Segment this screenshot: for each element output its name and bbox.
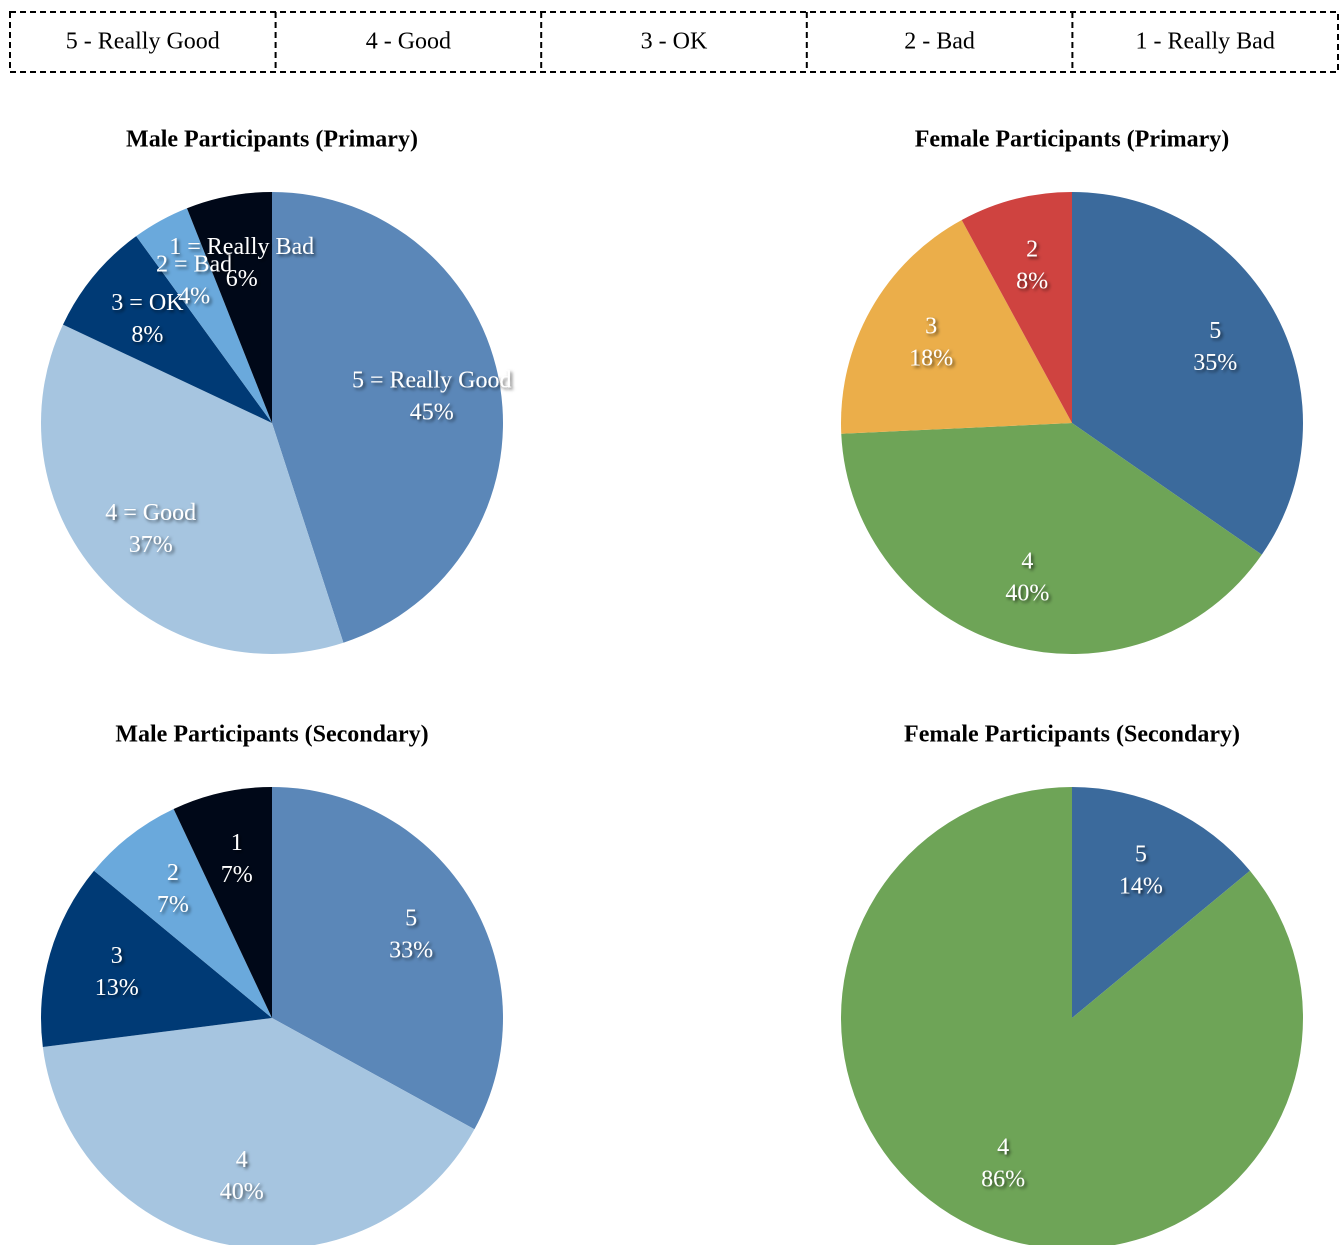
data-label: 5 = Really Good 45% xyxy=(352,367,512,425)
data-label: 1 7% xyxy=(221,830,253,888)
label-value: 33% xyxy=(389,937,433,963)
legend-item: 3 - OK xyxy=(641,29,708,55)
label-value: 40% xyxy=(1005,580,1049,606)
labels: 5 = Really Good 45% 4 = Good 37% 3 = OK 8% 2 =… xyxy=(105,234,511,558)
label-category: 3 xyxy=(111,942,123,968)
labels: 5 14%4 86% xyxy=(981,841,1163,1192)
pie-slice xyxy=(62,236,272,423)
legend-item: 5 - Really Good xyxy=(66,29,220,55)
data-label: 2 = Bad 4% xyxy=(156,251,232,309)
label-value: 7% xyxy=(221,862,253,888)
label-category: 4 = Good xyxy=(105,499,196,525)
slices xyxy=(1072,787,1250,1018)
slices xyxy=(272,192,503,643)
label-value: 35% xyxy=(1193,350,1237,376)
label-category: 1 = Really Bad xyxy=(169,234,314,260)
data-label: 4 40% xyxy=(220,1146,264,1204)
data-label: 4 86% xyxy=(981,1134,1025,1192)
slices xyxy=(272,787,504,1130)
label-value: 18% xyxy=(909,345,953,371)
slices xyxy=(62,236,272,423)
slices xyxy=(841,423,1262,655)
slices xyxy=(94,808,272,1018)
pie-slice xyxy=(1072,192,1303,555)
pie-slice xyxy=(173,787,272,1018)
slices xyxy=(42,1018,475,1245)
label-value: 40% xyxy=(220,1178,264,1204)
label-value: 86% xyxy=(981,1166,1025,1192)
pie-slice xyxy=(841,423,1262,655)
pie-slice xyxy=(841,220,1072,434)
slices xyxy=(841,787,1303,1245)
slices xyxy=(1072,192,1303,555)
slices xyxy=(841,220,1072,434)
label-category: 3 xyxy=(925,313,937,339)
data-label: 3 13% xyxy=(95,942,139,1000)
label-value: 37% xyxy=(129,531,173,557)
data-label: 5 14% xyxy=(1119,841,1163,899)
legend-frame xyxy=(9,11,1339,73)
label-category: 4 xyxy=(236,1146,248,1172)
pie-slice xyxy=(42,1018,475,1245)
label-value: 7% xyxy=(157,892,189,918)
label-value: 45% xyxy=(410,399,454,425)
label-value: 13% xyxy=(95,974,139,1000)
pie-slice xyxy=(94,808,272,1018)
pie-slice xyxy=(961,192,1072,423)
pie-slice xyxy=(186,192,272,423)
slices xyxy=(136,208,272,423)
label-category: 5 xyxy=(1135,841,1147,867)
slices xyxy=(961,192,1072,423)
label-category: 2 = Bad xyxy=(156,251,232,277)
label-value: 8% xyxy=(131,321,163,347)
labels: 5 33%4 40%3 13%2 7%1 7% xyxy=(95,830,433,1205)
chart-title: Male Participants (Secondary) xyxy=(115,722,428,748)
data-label: 1 = Really Bad 6% xyxy=(169,234,314,292)
label-category: 5 = Really Good xyxy=(352,367,512,393)
label-category: 2 xyxy=(167,860,179,886)
data-label: 5 35% xyxy=(1193,318,1237,376)
data-label: 3 = OK 8% xyxy=(111,289,184,347)
label-category: 5 xyxy=(1209,318,1221,344)
pie-slice xyxy=(40,870,273,1047)
labels: 5 35%4 40%3 18%2 8% xyxy=(909,236,1237,606)
data-label: 4 = Good 37% xyxy=(105,499,196,557)
legend-item: 2 - Bad xyxy=(904,29,975,55)
label-category: 3 = OK xyxy=(111,289,184,315)
slices xyxy=(41,324,344,654)
data-label: 2 8% xyxy=(1016,236,1048,294)
data-label: 4 40% xyxy=(1005,548,1049,606)
label-category: 1 xyxy=(231,830,243,856)
pie-slice xyxy=(1072,787,1250,1018)
slices xyxy=(173,787,272,1018)
label-value: 14% xyxy=(1119,873,1163,899)
pie-slice xyxy=(272,787,504,1130)
legend-item: 1 - Really Bad xyxy=(1136,29,1275,55)
chart-title: Female Participants (Primary) xyxy=(915,127,1230,153)
pie-slice xyxy=(841,787,1303,1245)
label-value: 4% xyxy=(178,283,210,309)
label-category: 5 xyxy=(405,905,417,931)
legend-item: 4 - Good xyxy=(366,29,451,55)
chart-title: Female Participants (Secondary) xyxy=(904,722,1240,748)
label-category: 2 xyxy=(1026,236,1038,262)
label-value: 8% xyxy=(1016,268,1048,294)
label-category: 4 xyxy=(997,1134,1009,1160)
data-label: 5 33% xyxy=(389,905,433,963)
data-label: 2 7% xyxy=(157,860,189,918)
data-label: 3 18% xyxy=(909,313,953,371)
slices xyxy=(40,870,273,1047)
chart-title: Male Participants (Primary) xyxy=(126,127,418,153)
pie-slice xyxy=(136,208,272,423)
label-category: 4 xyxy=(1021,548,1033,574)
pie-slice xyxy=(41,324,344,654)
slices xyxy=(186,192,272,423)
label-value: 6% xyxy=(226,266,258,292)
pie-slice xyxy=(272,192,503,643)
